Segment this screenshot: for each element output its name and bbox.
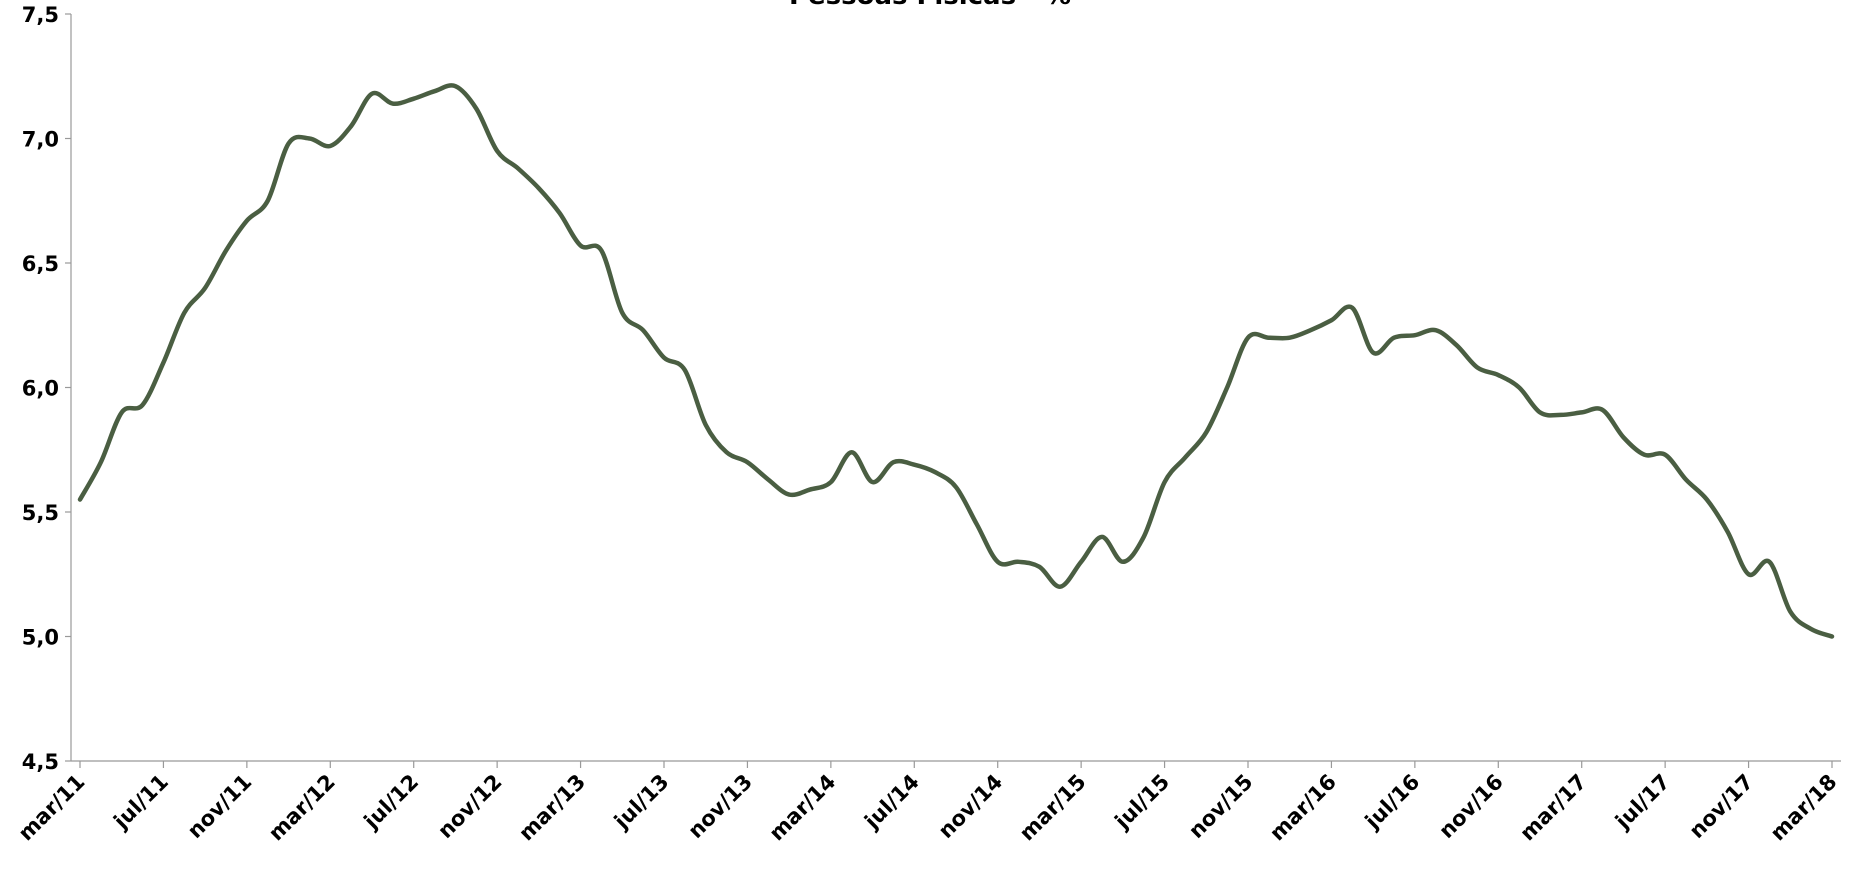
chart-title: Pessoas Físicas - % <box>789 0 1071 11</box>
y-tick-label: 7,5 <box>22 3 59 27</box>
x-tick-label: mar/11 <box>14 770 90 846</box>
x-tick-label: mar/15 <box>1015 770 1091 846</box>
x-tick-label: jul/16 <box>1360 770 1425 835</box>
x-tick-label: jul/12 <box>359 770 424 835</box>
x-tick-label: jul/13 <box>609 770 674 835</box>
y-tick-label: 5,0 <box>22 626 59 650</box>
y-tick-label: 6,0 <box>22 377 59 401</box>
x-tick-label: jul/17 <box>1610 770 1675 835</box>
x-tick-label: nov/14 <box>934 770 1008 844</box>
x-tick-label: mar/14 <box>765 770 841 846</box>
x-tick-label: nov/16 <box>1434 770 1508 844</box>
x-tick-label: mar/16 <box>1265 770 1341 846</box>
x-tick-label: nov/11 <box>183 770 257 844</box>
x-tick-label: nov/17 <box>1685 770 1759 844</box>
x-tick-label: mar/18 <box>1766 770 1842 846</box>
x-tick-label: mar/17 <box>1515 770 1591 846</box>
x-tick-label: nov/12 <box>433 770 507 844</box>
y-tick-label: 4,5 <box>22 750 59 774</box>
x-tick-label: mar/13 <box>514 770 590 846</box>
y-tick-label: 6,5 <box>22 252 59 276</box>
x-tick-label: nov/13 <box>683 770 757 844</box>
x-tick-label: jul/11 <box>108 770 173 835</box>
x-tick-label: mar/12 <box>264 770 340 846</box>
line-series <box>77 83 1835 639</box>
x-tick-label: nov/15 <box>1184 770 1258 844</box>
x-tick-label: jul/14 <box>859 770 924 835</box>
y-tick-label: 7,0 <box>22 128 59 152</box>
x-tick-label: jul/15 <box>1110 770 1175 835</box>
y-tick-label: 5,5 <box>22 501 59 525</box>
